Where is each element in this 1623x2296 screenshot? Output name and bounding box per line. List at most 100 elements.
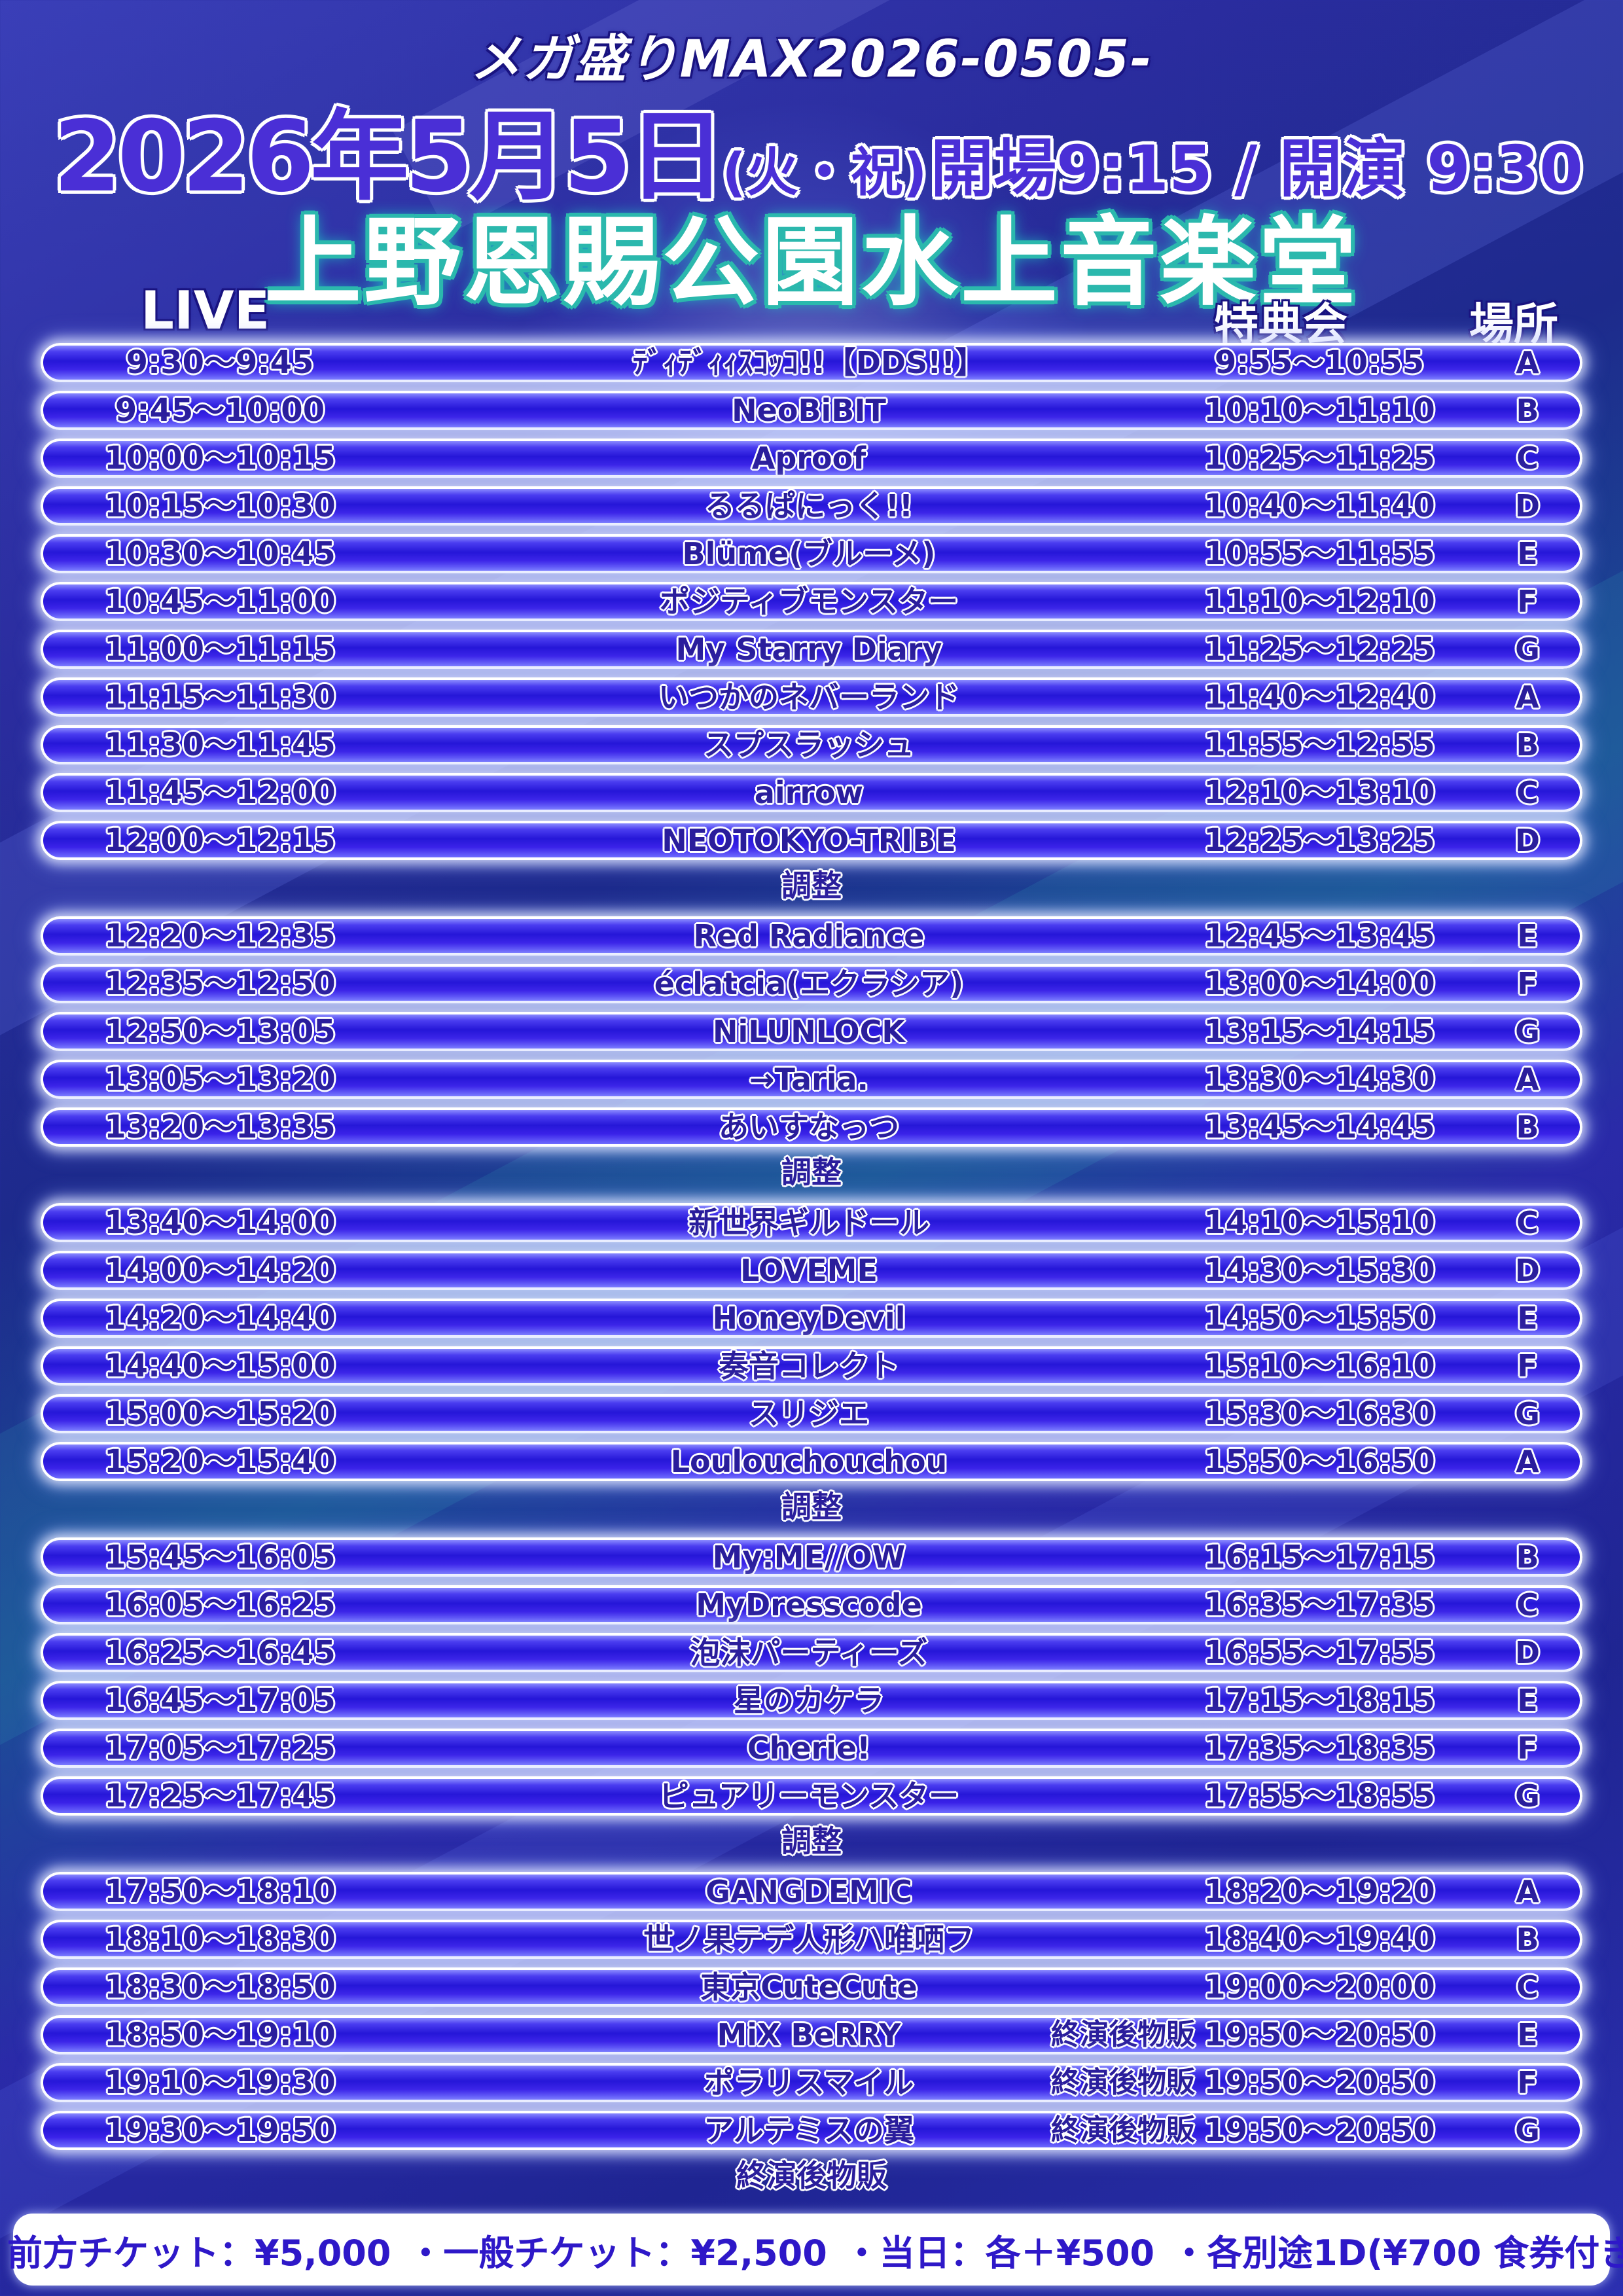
tokutenkai-time: 19:00〜20:00 <box>1204 1969 1435 2005</box>
table-row: 18:50〜19:10 MiX BeRRY 終演後物販 19:50〜20:50 E <box>41 2015 1582 2054</box>
artist-name: Loulouchouchou <box>670 1444 948 1479</box>
table-row: 19:10〜19:30 ポラリスマイル 終演後物販 19:50〜20:50 F <box>41 2063 1582 2102</box>
ticket-front: ・前方チケット：¥5,000 <box>0 2232 391 2274</box>
booth-location: D <box>1514 1253 1541 1288</box>
tokutenkai-time: 13:30〜14:30 <box>1204 1061 1435 1098</box>
live-time: 11:15〜11:30 <box>104 679 336 715</box>
booth-location: A <box>1516 1874 1539 1909</box>
tokutenkai-time: 16:35〜17:35 <box>1204 1587 1435 1623</box>
table-row: 11:00〜11:15 My Starry Diary 11:25〜12:25 G <box>41 630 1582 669</box>
tokutenkai-time: 19:50〜20:50 <box>1204 2064 1435 2101</box>
tokutenkai-time: 11:40〜12:40 <box>1204 679 1435 715</box>
artist-name: スプスラッシュ <box>704 727 914 762</box>
table-row: 14:40〜15:00 奏音コレクト 15:10〜16:10 F <box>41 1346 1582 1386</box>
tokutenkai-time: 9:55〜10:55 <box>1214 344 1425 381</box>
booth-location: D <box>1514 823 1541 858</box>
adjustment-break: 調整 <box>781 1489 842 1524</box>
booth-location: F <box>1517 584 1538 619</box>
booth-location: D <box>1514 488 1541 524</box>
artist-name: ポラリスマイル <box>704 2065 914 2100</box>
booth-location: G <box>1515 1396 1540 1431</box>
event-title: メガ盛りMAX2026-0505- <box>470 30 1153 89</box>
booth-location: E <box>1517 2017 1538 2053</box>
table-row: 9:45〜10:00 NeoBiBIT 10:10〜11:10 B <box>41 391 1582 430</box>
artist-name: Aproof <box>751 440 866 476</box>
column-header-live: LIVE <box>141 280 270 341</box>
table-row: 15:20〜15:40 Loulouchouchou 15:50〜16:50 A <box>41 1442 1582 1481</box>
tokutenkai-time: 14:10〜15:10 <box>1204 1204 1435 1241</box>
booth-location: F <box>1517 1731 1538 1766</box>
live-time: 12:35〜12:50 <box>104 965 336 1002</box>
table-row: 10:00〜10:15 Aproof 10:25〜11:25 C <box>41 439 1582 478</box>
merch-note: 終演後物販 <box>1051 2113 1195 2147</box>
ticket-info-bar: ・前方チケット：¥5,000 ・一般チケット：¥2,500 ・当日：各＋¥500… <box>0 2214 1623 2286</box>
booth-location: B <box>1516 393 1539 428</box>
artist-name: 世ノ果テデ人形ハ唯哂フ <box>643 1922 974 1957</box>
tokutenkai-time: 18:20〜19:20 <box>1204 1873 1435 1910</box>
live-time: 18:10〜18:30 <box>104 1921 336 1958</box>
table-row: 18:30〜18:50 東京CuteCute 19:00〜20:00 C <box>41 1967 1582 2007</box>
live-time: 16:05〜16:25 <box>104 1587 336 1623</box>
live-time: 15:00〜15:20 <box>104 1395 336 1432</box>
artist-name: NEOTOKYO-TRIBE <box>662 823 956 858</box>
table-row: 10:45〜11:00 ポジティブモンスター 11:10〜12:10 F <box>41 582 1582 621</box>
tokutenkai-time: 16:55〜17:55 <box>1204 1634 1435 1671</box>
tokutenkai-time: 16:15〜17:15 <box>1204 1539 1435 1575</box>
artist-name: スリジエ <box>749 1396 869 1431</box>
tokutenkai-time: 11:55〜12:55 <box>1204 726 1435 763</box>
booth-location: B <box>1516 727 1539 762</box>
live-time: 14:40〜15:00 <box>104 1348 336 1384</box>
table-row: 11:45〜12:00 airrow 12:10〜13:10 C <box>41 773 1582 812</box>
artist-name: 奏音コレクト <box>719 1348 899 1384</box>
artist-name: MiX BeRRY <box>717 2017 901 2053</box>
live-time: 15:20〜15:40 <box>104 1443 336 1480</box>
live-time: 12:20〜12:35 <box>104 918 336 954</box>
booth-location: C <box>1516 1205 1539 1240</box>
live-time: 13:20〜13:35 <box>104 1109 336 1145</box>
artist-name: アルテミスの翼 <box>704 2113 914 2148</box>
artist-name: MyDresscode <box>696 1587 922 1623</box>
table-row: 19:30〜19:50 アルテミスの翼 終演後物販 19:50〜20:50 G <box>41 2111 1582 2150</box>
adjustment-break: 調整 <box>781 868 842 903</box>
artist-name: 泡沫パーティーズ <box>690 1635 928 1670</box>
artist-name: Blüme(ブルーメ) <box>682 536 936 571</box>
table-row: 11:30〜11:45 スプスラッシュ 11:55〜12:55 B <box>41 725 1582 764</box>
tokutenkai-time: 11:10〜12:10 <box>1204 583 1435 620</box>
event-date: 2026年5月5日 <box>53 100 726 214</box>
table-row: 18:10〜18:30 世ノ果テデ人形ハ唯哂フ 18:40〜19:40 B <box>41 1920 1582 1959</box>
tokutenkai-time: 10:10〜11:10 <box>1204 392 1435 429</box>
live-time: 17:05〜17:25 <box>104 1730 336 1767</box>
live-time: 12:00〜12:15 <box>104 822 336 859</box>
closing-merch-label: 終演後物販 <box>736 2158 887 2193</box>
artist-name: ﾃﾞｨﾃﾞｨｨｽｺｯｺ!!【DDS!!】 <box>632 345 986 380</box>
artist-name: Red Radiance <box>693 918 925 954</box>
artist-name: airrow <box>754 775 864 810</box>
tokutenkai-time: 17:35〜18:35 <box>1204 1730 1435 1767</box>
artist-name: Cherie! <box>747 1731 871 1766</box>
artist-name: My:ME//OW <box>712 1539 906 1575</box>
ticket-drink: ・各別途1D(¥700 食券付き) <box>1171 2232 1623 2274</box>
column-header-basho: 場所 <box>1469 299 1559 351</box>
tokutenkai-time: 13:15〜14:15 <box>1204 1013 1435 1050</box>
booth-location: E <box>1517 536 1538 571</box>
booth-location: A <box>1516 679 1539 715</box>
artist-name: NeoBiBIT <box>732 393 886 428</box>
booth-location: E <box>1517 1683 1538 1718</box>
tokutenkai-time: 10:25〜11:25 <box>1204 440 1435 476</box>
booth-location: B <box>1516 1922 1539 1957</box>
artist-name: 東京CuteCute <box>700 1969 918 2005</box>
booth-location: C <box>1516 1587 1539 1623</box>
booth-location: G <box>1515 2113 1540 2148</box>
live-time: 11:30〜11:45 <box>104 726 336 763</box>
artist-name: LOVEME <box>740 1253 878 1288</box>
live-time: 17:50〜18:10 <box>104 1873 336 1910</box>
event-date-line: 2026年5月5日(火・祝) 開場9:15 / 開演 9:30 <box>26 77 1610 219</box>
booth-location: G <box>1515 1014 1540 1049</box>
tokutenkai-time: 10:55〜11:55 <box>1204 535 1435 572</box>
artist-name: →Taria. <box>749 1062 868 1097</box>
table-row: 13:05〜13:20 →Taria. 13:30〜14:30 A <box>41 1060 1582 1099</box>
adjustment-break: 調整 <box>781 1155 842 1190</box>
booth-location: C <box>1516 440 1539 476</box>
booth-location: F <box>1517 966 1538 1001</box>
artist-name: いつかのネバーランド <box>658 679 959 715</box>
